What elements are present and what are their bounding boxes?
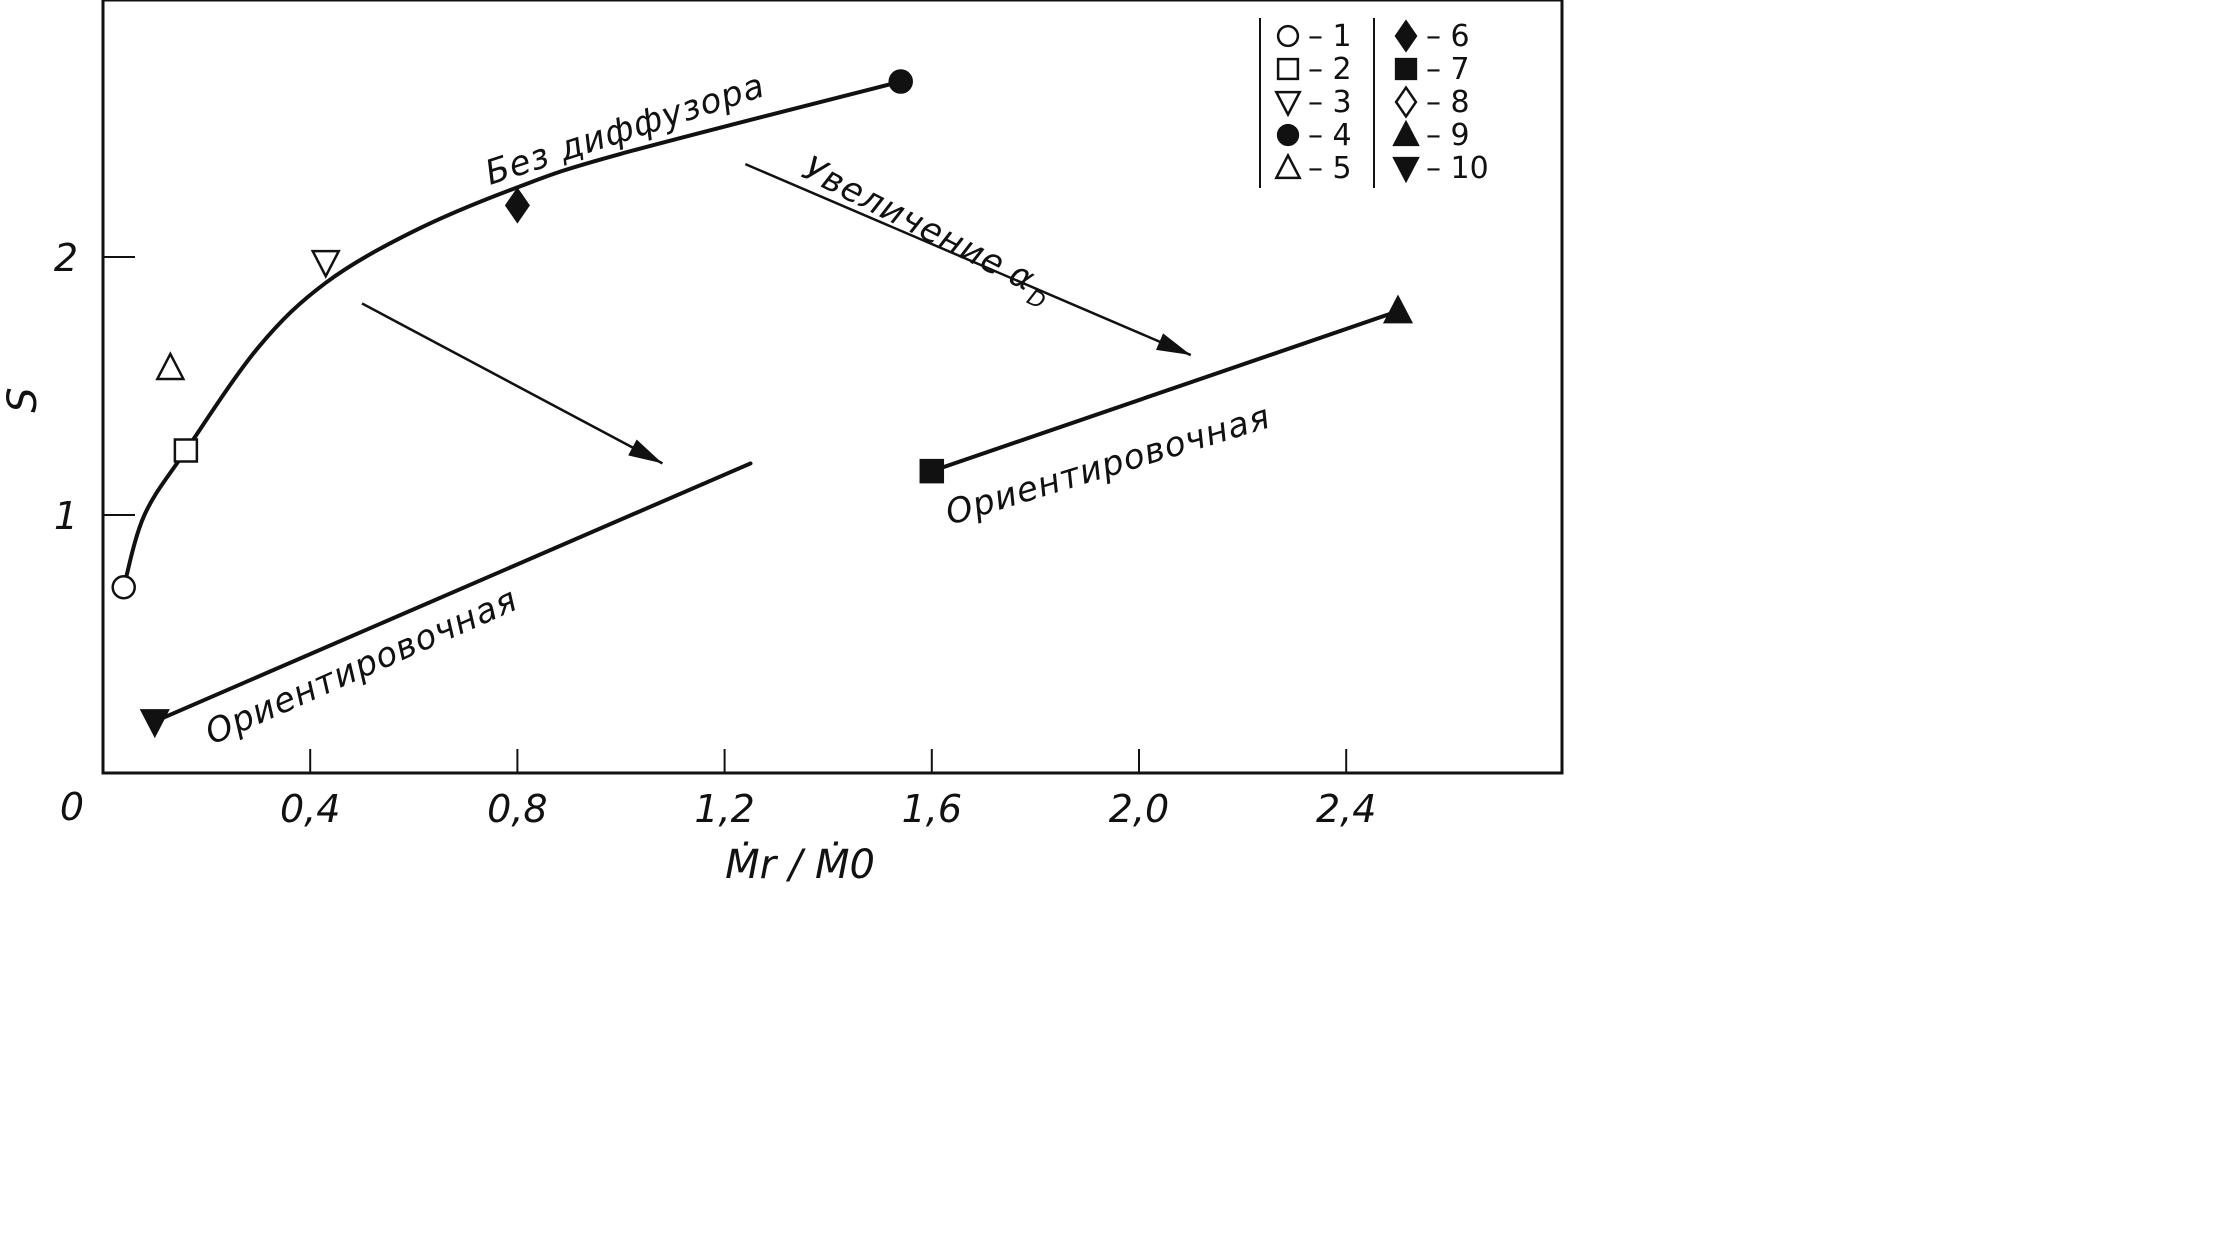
curve-line-0 <box>121 79 903 590</box>
x-tick-label: 1,2 <box>694 787 754 831</box>
annotation-text: Увеличение <box>796 148 1012 284</box>
x-tick-label: 0,4 <box>280 787 340 831</box>
curve-line-1 <box>152 461 753 724</box>
curve-label-approximate-left: Ориентировочная <box>199 579 523 753</box>
y-tick-label: 1 <box>54 494 78 538</box>
curve-label-approximate-right: Ориентировочная <box>941 397 1275 534</box>
data-point-3 <box>310 249 341 279</box>
axis-ticks: 0,4 0,8 1,2 1,6 2,0 2,4 1 2 <box>54 236 1377 831</box>
legend-label-2: – 2 <box>1308 52 1352 87</box>
arrow-shaft-0 <box>361 302 664 465</box>
data-point-6 <box>504 187 530 224</box>
legend-label-7: – 7 <box>1426 52 1470 87</box>
curve-line-2 <box>929 309 1400 474</box>
data-point-10 <box>139 709 170 739</box>
legend-label-10: – 10 <box>1426 151 1489 186</box>
legend-label-8: – 8 <box>1426 85 1470 120</box>
x-tick-label: 2,0 <box>1109 787 1169 831</box>
data-point-1 <box>111 574 136 600</box>
data-point-4 <box>888 69 913 94</box>
legend-label-3: – 3 <box>1308 85 1352 120</box>
legend-label-6: – 6 <box>1426 19 1470 54</box>
legend-marker-2 <box>1276 57 1300 81</box>
y-axis-title: S <box>0 387 46 412</box>
x-tick-label: 0,8 <box>487 787 547 831</box>
annotation-alpha-increase: Увеличение α D <box>796 148 1050 315</box>
data-point-5 <box>155 351 186 381</box>
x-tick-label: 2,4 <box>1316 787 1376 831</box>
x-axis-title: Ṁr / Ṁ0 <box>725 840 875 888</box>
arrow-head-0 <box>628 439 663 464</box>
legend-marker-9 <box>1392 119 1420 147</box>
legend-marker-5 <box>1274 152 1302 180</box>
data-point-2 <box>173 438 199 463</box>
legend-label-9: – 9 <box>1426 118 1470 153</box>
legend-label-4: – 4 <box>1308 118 1352 153</box>
data-point-9 <box>1382 294 1414 324</box>
legend-marker-10 <box>1392 156 1420 184</box>
x-origin-label: 0 <box>60 785 84 829</box>
arrow-shaft-1 <box>744 162 1192 357</box>
y-tick-label: 2 <box>54 236 78 280</box>
legend-marker-6 <box>1394 19 1418 53</box>
data-points <box>111 69 1414 739</box>
chart: 0,4 0,8 1,2 1,6 2,0 2,4 1 2 Ṁr / Ṁ0 S 0 Без диф… <box>0 0 1564 888</box>
plot-frame <box>101 0 1564 775</box>
legend-marker-3 <box>1274 90 1302 118</box>
legend-marker-1 <box>1276 24 1300 48</box>
curves <box>121 79 1400 724</box>
legend-label-1: – 1 <box>1308 19 1352 54</box>
curve-label-no-diffuser: Без диффузора <box>480 66 769 194</box>
legend: – 1– 2– 3– 4– 5 – 6– 7– 8– 9– 10 <box>1259 18 1489 188</box>
arrows <box>361 162 1192 465</box>
legend-label-5: – 5 <box>1308 151 1352 186</box>
arrow-head-1 <box>1156 333 1191 356</box>
legend-marker-4 <box>1276 123 1300 147</box>
legend-marker-7 <box>1394 57 1418 81</box>
data-point-7 <box>919 458 945 484</box>
legend-marker-8 <box>1394 85 1418 119</box>
x-tick-label: 1,6 <box>902 787 962 831</box>
